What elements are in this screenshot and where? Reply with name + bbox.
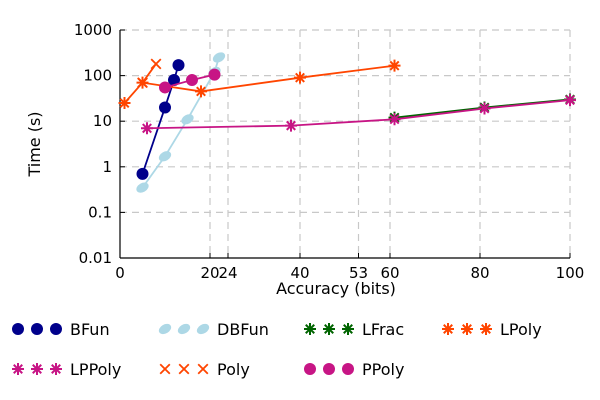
point-lpoly xyxy=(195,85,207,98)
legend-label-lppoly: LPPoly xyxy=(70,360,121,379)
legend-label-lpoly: LPoly xyxy=(500,320,542,339)
legend-marker-lppoly xyxy=(50,363,62,375)
legend-marker-poly xyxy=(178,363,190,375)
legend-label-dbfun: DBFun xyxy=(217,320,269,339)
point-dbfun xyxy=(181,114,194,125)
series-bfun-line xyxy=(141,64,180,175)
legend-label-bfun: BFun xyxy=(70,320,110,339)
axes xyxy=(119,30,570,259)
x-tick-label: 53 xyxy=(349,264,368,282)
legend-item-bfun: BFun xyxy=(12,320,110,339)
series-poly xyxy=(137,58,162,89)
legend-label-lfrac: LFrac xyxy=(362,320,404,339)
point-lpoly xyxy=(118,97,131,110)
y-tick-label: 100 xyxy=(83,67,112,85)
legend-marker-ppoly xyxy=(342,363,354,375)
x-tick-label: 80 xyxy=(470,264,489,282)
legend-marker-dbfun xyxy=(177,323,191,335)
legend-marker-bfun xyxy=(31,323,43,335)
legend-marker-lfrac xyxy=(304,323,316,335)
y-tick-label: 10 xyxy=(93,112,112,130)
point-bfun xyxy=(168,74,180,87)
point-dbfun xyxy=(136,182,149,193)
point-bfun xyxy=(172,59,185,72)
legend-marker-lfrac xyxy=(323,323,335,335)
series-lppoly xyxy=(141,94,576,135)
point-ppoly xyxy=(186,74,198,87)
legend-item-lppoly: LPPoly xyxy=(12,360,121,379)
point-lpoly xyxy=(294,71,306,84)
legend-marker-lppoly xyxy=(31,363,43,375)
y-tick-label: 0.01 xyxy=(79,249,112,267)
legend-item-lpoly: LPoly xyxy=(442,320,542,339)
x-tick-label: 24 xyxy=(218,264,237,282)
legend-marker-lfrac xyxy=(342,323,354,335)
legend-item-dbfun: DBFun xyxy=(158,320,269,339)
point-poly xyxy=(150,58,162,70)
x-tick-label: 60 xyxy=(380,264,399,282)
x-tick-label: 20 xyxy=(200,264,219,282)
legend-marker-ppoly xyxy=(323,363,335,375)
legend-item-ppoly: PPoly xyxy=(304,360,404,379)
data-series xyxy=(118,52,576,193)
point-ppoly xyxy=(159,81,171,94)
point-lppoly xyxy=(478,102,491,115)
legend-marker-dbfun xyxy=(196,323,210,335)
legend-marker-poly xyxy=(159,363,171,375)
legend-item-lfrac: LFrac xyxy=(304,320,404,339)
point-lppoly xyxy=(141,122,153,135)
point-ppoly xyxy=(208,68,221,81)
point-lppoly xyxy=(285,119,297,132)
point-bfun xyxy=(159,101,171,114)
x-tick-label: 100 xyxy=(556,264,585,282)
legend-marker-lppoly xyxy=(12,363,24,375)
y-tick-label: 1000 xyxy=(74,21,112,39)
point-poly xyxy=(137,77,148,89)
point-lpoly xyxy=(388,59,401,72)
legend-marker-ppoly xyxy=(304,363,316,375)
series-ppoly xyxy=(159,68,221,94)
legend: BFun DBFun LFrac LPoly LPPoly Poly PPoly xyxy=(12,320,542,379)
legend-marker-dbfun xyxy=(158,323,172,335)
legend-marker-bfun xyxy=(12,323,24,335)
legend-marker-poly xyxy=(197,363,209,375)
y-tick-label: 0.1 xyxy=(88,203,112,221)
x-axis-label: Accuracy (bits) xyxy=(276,279,396,298)
x-tick-label: 0 xyxy=(115,264,125,282)
y-tick-label: 1 xyxy=(102,158,112,176)
legend-marker-lpoly xyxy=(442,323,454,335)
y-axis-label: Time (s) xyxy=(25,111,44,177)
grid-lines xyxy=(120,29,571,258)
point-bfun xyxy=(136,167,149,180)
point-lppoly xyxy=(388,113,401,126)
legend-item-poly: Poly xyxy=(159,360,250,379)
point-lppoly xyxy=(564,94,576,107)
legend-marker-lpoly xyxy=(480,323,492,335)
point-dbfun xyxy=(158,151,172,162)
x-tick-label: 40 xyxy=(290,264,309,282)
legend-label-poly: Poly xyxy=(217,360,250,379)
legend-marker-bfun xyxy=(50,323,62,335)
legend-marker-lpoly xyxy=(461,323,473,335)
legend-label-ppoly: PPoly xyxy=(362,360,404,379)
series-bfun xyxy=(136,59,185,180)
point-dbfun xyxy=(212,52,226,63)
